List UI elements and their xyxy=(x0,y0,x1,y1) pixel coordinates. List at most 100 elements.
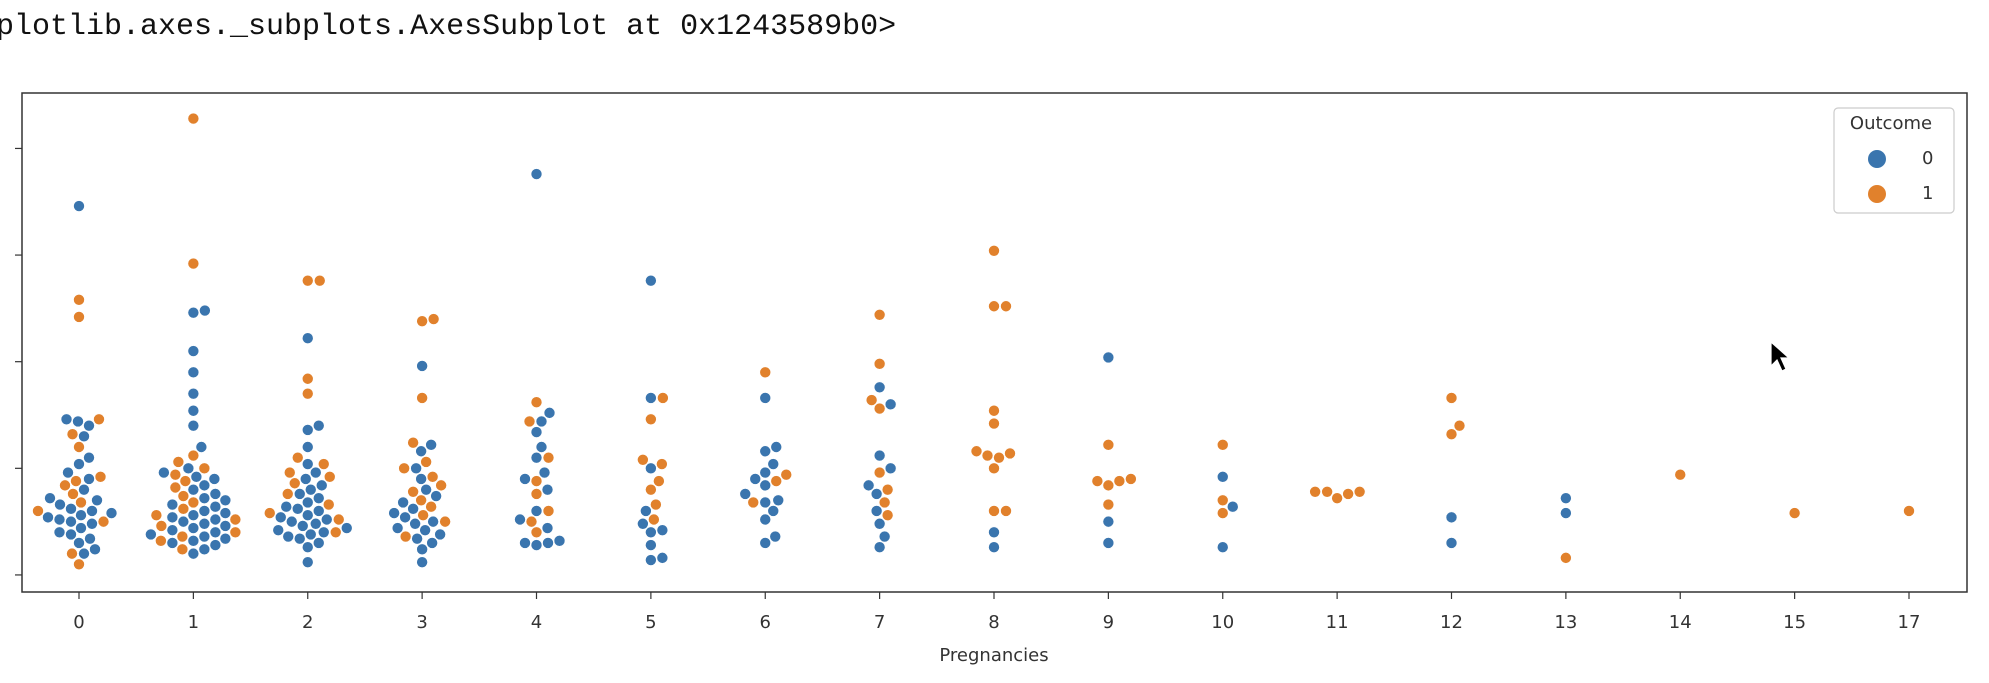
data-point xyxy=(280,500,293,513)
data-point xyxy=(155,535,167,547)
data-point xyxy=(1903,505,1915,517)
axes-frame xyxy=(21,92,1968,593)
data-point xyxy=(645,392,657,404)
data-point xyxy=(535,441,548,453)
data-point xyxy=(229,526,242,539)
data-point xyxy=(425,439,437,451)
data-point xyxy=(42,511,54,524)
data-point xyxy=(73,441,85,453)
data-point xyxy=(388,507,400,519)
data-point xyxy=(301,424,314,436)
data-point xyxy=(993,451,1005,464)
data-point xyxy=(187,535,200,547)
data-point xyxy=(759,537,772,549)
data-point xyxy=(538,466,551,479)
x-tick-label: 3 xyxy=(416,612,427,633)
data-point xyxy=(415,494,427,507)
data-point xyxy=(1113,475,1126,487)
data-point xyxy=(873,449,886,462)
x-tick-label: 15 xyxy=(1783,612,1806,633)
data-point xyxy=(209,488,222,500)
data-point xyxy=(416,360,428,372)
data-point xyxy=(304,528,317,541)
data-point xyxy=(1674,468,1687,481)
data-point xyxy=(282,530,295,543)
data-point xyxy=(637,517,649,530)
data-point xyxy=(420,483,432,496)
data-point xyxy=(84,532,96,545)
data-point xyxy=(299,473,312,485)
data-point xyxy=(199,304,211,317)
output-header: plotlib.axes._subplots.AxesSubplot at 0x… xyxy=(0,10,896,44)
data-point xyxy=(1102,537,1115,549)
data-point xyxy=(301,387,314,400)
data-point xyxy=(767,458,780,470)
data-point xyxy=(329,526,342,539)
data-point xyxy=(1331,492,1343,504)
data-point xyxy=(198,543,211,556)
data-point xyxy=(304,483,317,496)
data-point xyxy=(187,404,200,417)
data-point xyxy=(70,475,82,487)
data-point xyxy=(530,475,543,487)
data-point xyxy=(772,494,785,507)
data-point xyxy=(53,526,66,539)
data-point xyxy=(62,466,74,479)
data-point xyxy=(281,488,294,500)
data-point xyxy=(770,475,783,487)
mouse-cursor xyxy=(1770,340,1791,372)
data-point xyxy=(166,524,179,536)
data-point xyxy=(91,494,103,507)
data-point xyxy=(176,543,189,556)
data-point xyxy=(873,517,886,530)
data-point xyxy=(323,471,336,483)
data-point xyxy=(158,466,170,479)
data-point xyxy=(407,436,419,449)
data-point xyxy=(988,245,1000,257)
data-point xyxy=(425,500,437,513)
data-point xyxy=(535,415,548,428)
data-point xyxy=(514,513,526,526)
data-point xyxy=(312,492,325,504)
data-point xyxy=(301,274,314,287)
data-point xyxy=(313,274,326,287)
data-point xyxy=(332,513,345,526)
data-point xyxy=(873,466,886,479)
data-point xyxy=(530,168,543,180)
data-point xyxy=(54,498,66,511)
data-point xyxy=(427,515,439,528)
data-point xyxy=(1560,552,1572,564)
data-point xyxy=(301,509,314,522)
data-point xyxy=(208,473,221,485)
data-point xyxy=(653,475,665,487)
data-point xyxy=(291,503,304,515)
data-point xyxy=(182,462,195,475)
data-point xyxy=(274,511,287,524)
data-point xyxy=(657,392,669,404)
x-tick-label: 1 xyxy=(188,612,199,633)
data-point xyxy=(301,441,314,453)
data-point xyxy=(873,308,886,321)
data-point xyxy=(416,556,428,568)
data-point xyxy=(645,526,657,539)
data-point xyxy=(640,505,652,517)
data-point xyxy=(542,537,554,549)
data-point xyxy=(166,498,179,511)
data-point xyxy=(878,496,891,509)
data-point xyxy=(72,415,84,428)
data-point xyxy=(59,479,71,492)
data-point xyxy=(340,522,353,534)
data-point xyxy=(870,505,883,517)
data-point xyxy=(1788,507,1801,519)
data-point xyxy=(645,462,657,475)
data-point xyxy=(177,490,190,502)
x-tick-label: 7 xyxy=(874,612,885,633)
data-point xyxy=(435,479,447,492)
data-point xyxy=(970,445,983,458)
data-point xyxy=(407,503,419,515)
data-point xyxy=(542,505,555,517)
data-point xyxy=(65,528,77,541)
data-point xyxy=(83,473,95,485)
data-point xyxy=(1453,419,1466,432)
data-point xyxy=(155,520,168,532)
